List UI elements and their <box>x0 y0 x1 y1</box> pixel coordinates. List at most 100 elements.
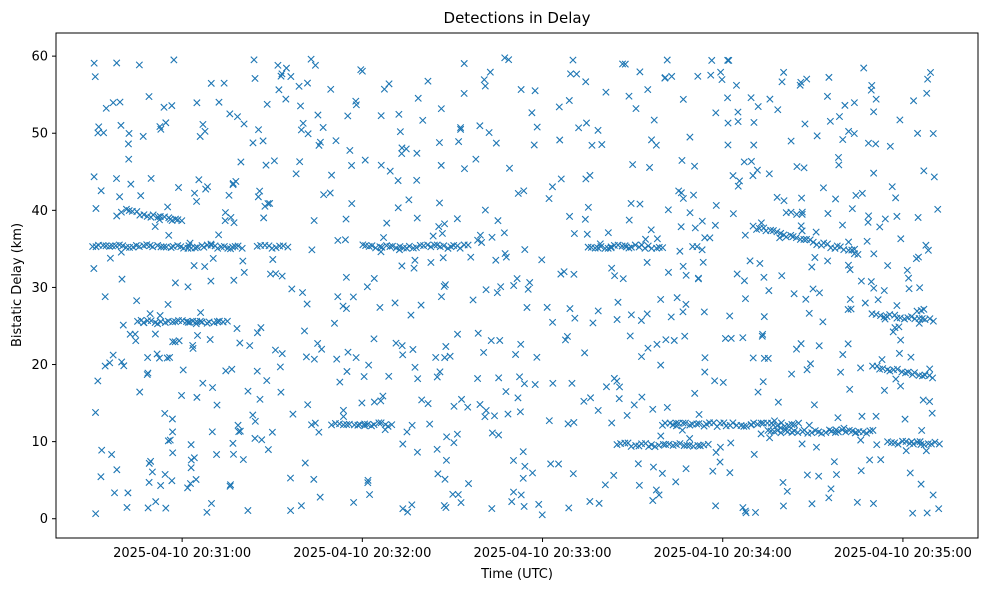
data-point <box>190 262 198 270</box>
data-point <box>667 313 675 321</box>
data-point <box>678 156 686 165</box>
data-point <box>388 242 397 250</box>
data-point <box>584 203 592 211</box>
y-tick-label: 10 <box>31 435 48 450</box>
data-point <box>174 183 183 192</box>
data-point <box>495 374 503 382</box>
data-point <box>756 259 764 268</box>
data-point <box>481 413 489 421</box>
data-point <box>896 116 904 124</box>
data-point <box>749 172 757 180</box>
data-point <box>112 174 121 183</box>
data-point <box>240 268 248 276</box>
data-point <box>740 422 748 430</box>
data-point <box>304 401 312 409</box>
data-point <box>249 139 257 147</box>
data-point <box>395 110 403 118</box>
data-point <box>903 266 911 274</box>
data-point <box>682 271 690 279</box>
data-point <box>848 205 856 213</box>
data-point <box>228 243 237 251</box>
data-point <box>349 293 357 301</box>
data-point <box>370 335 378 343</box>
data-point <box>377 397 385 405</box>
data-point <box>314 111 322 119</box>
data-point <box>598 140 606 149</box>
data-point <box>433 445 441 453</box>
data-point <box>227 213 235 222</box>
data-point <box>530 141 538 149</box>
data-point <box>721 334 730 343</box>
data-point <box>364 479 372 487</box>
data-point <box>232 177 240 186</box>
data-point <box>319 123 327 132</box>
data-point <box>344 112 352 120</box>
data-point <box>904 274 913 282</box>
data-point <box>435 138 444 147</box>
y-tick-label: 0 <box>40 512 48 527</box>
data-point <box>625 216 633 224</box>
data-point <box>207 499 216 508</box>
data-point <box>334 293 342 301</box>
data-point <box>118 275 126 283</box>
data-point <box>712 201 720 210</box>
x-axis-ticks: 2025-04-10 20:31:00 2025-04-10 20:32:00 20… <box>113 538 972 561</box>
data-point <box>193 99 201 107</box>
data-point <box>271 346 280 354</box>
data-point <box>906 469 914 477</box>
data-point <box>270 157 278 165</box>
data-point <box>589 319 597 327</box>
data-point <box>272 270 280 278</box>
data-point <box>208 383 217 392</box>
data-point <box>137 192 145 200</box>
data-point <box>650 116 658 124</box>
data-point <box>454 490 462 499</box>
data-point <box>148 468 156 476</box>
y-tick-label: 30 <box>31 281 48 296</box>
data-point <box>809 285 817 293</box>
data-point <box>780 197 788 205</box>
data-point <box>668 72 676 80</box>
data-point <box>765 170 773 178</box>
data-point <box>151 222 159 231</box>
data-point <box>394 204 402 212</box>
data-point <box>426 420 434 428</box>
data-point <box>403 428 411 436</box>
data-point <box>342 273 350 281</box>
data-point <box>626 332 634 340</box>
data-point <box>287 507 295 515</box>
data-point <box>621 60 629 68</box>
data-point <box>438 229 446 238</box>
data-point <box>502 253 510 261</box>
data-point <box>594 406 602 415</box>
data-point <box>869 426 877 434</box>
data-point <box>237 158 245 166</box>
data-point <box>370 274 378 283</box>
data-point <box>437 105 445 113</box>
data-point <box>621 242 629 250</box>
data-point <box>861 299 869 307</box>
data-point <box>432 353 440 362</box>
data-point <box>145 92 153 101</box>
data-point <box>301 459 309 467</box>
data-point <box>235 428 243 436</box>
data-point <box>601 481 609 489</box>
data-point <box>363 420 372 428</box>
data-point <box>557 270 565 278</box>
data-point <box>119 321 127 329</box>
data-point <box>857 277 865 285</box>
data-point <box>649 463 658 471</box>
data-point <box>682 465 690 473</box>
data-point <box>171 279 179 287</box>
data-point <box>429 232 437 240</box>
data-point <box>278 272 286 280</box>
data-point <box>909 440 917 448</box>
data-point <box>896 314 904 322</box>
data-point <box>477 238 486 247</box>
data-point <box>186 479 195 488</box>
data-point <box>105 242 114 250</box>
data-point <box>275 86 283 94</box>
data-point <box>678 426 686 434</box>
data-point <box>545 417 553 425</box>
data-point <box>872 310 880 319</box>
